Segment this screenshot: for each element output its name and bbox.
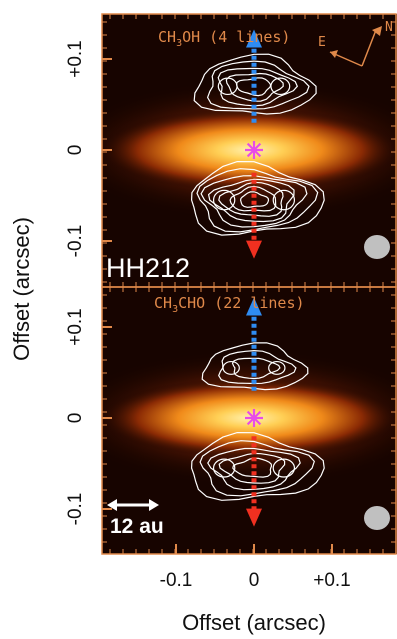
panel-frames <box>101 13 397 555</box>
contour-north-peak-1 <box>222 360 240 375</box>
contour-north-peak-1 <box>217 77 238 96</box>
contours-top <box>190 53 325 236</box>
contour-south-level-5 <box>232 457 273 478</box>
jets-bottom <box>245 297 263 527</box>
contour-north-level-1 <box>193 53 317 115</box>
scale-bar-right-arrowhead <box>149 499 159 511</box>
y-tick-label: -0.1 <box>65 225 86 258</box>
x-tick-label: +0.1 <box>313 570 351 591</box>
contour-north-level-4 <box>225 72 284 102</box>
contour-south-level-2 <box>199 440 315 497</box>
compass: E N <box>318 20 393 67</box>
y-tick-label: 0 <box>65 145 86 156</box>
contour-south-level-5 <box>218 181 284 217</box>
red-jet-arrowhead <box>246 508 262 527</box>
panel-bottom-molecule-label: CH3CHO (22 lines) <box>154 294 305 315</box>
contour-north-level-3 <box>231 357 281 380</box>
blue-jet-arrowhead <box>246 297 262 316</box>
y-tick-labels: +0.1 0 -0.1 +0.1 0 -0.1 <box>65 40 86 525</box>
contour-north-level-3 <box>217 67 299 107</box>
protostar-marker-stroke <box>246 410 262 426</box>
contour-south-peak-2 <box>272 189 296 211</box>
compass-north-line <box>361 29 377 67</box>
panel-bottom <box>102 287 397 554</box>
contour-north-peak-2 <box>268 360 286 375</box>
contour-north-level-2 <box>206 60 310 110</box>
scale-bar: 12 au <box>107 499 164 538</box>
x-tick-label: -0.1 <box>160 570 193 591</box>
compass-east-arrowhead <box>330 50 338 58</box>
source-label: HH212 <box>106 253 190 283</box>
x-tick-label: 0 <box>249 570 260 591</box>
blue-jet-arrowhead <box>246 29 262 48</box>
contours-bottom <box>190 342 325 501</box>
contour-south-level-2 <box>196 168 319 233</box>
contour-south-peak-1 <box>212 189 236 211</box>
contour-south-level-6 <box>229 185 277 212</box>
contour-south-level-4 <box>207 178 295 223</box>
contour-south-peak-2 <box>272 458 296 478</box>
contour-south-level-3 <box>200 175 308 228</box>
compass-north-arrowhead <box>372 26 382 36</box>
compass-north-label: N <box>385 20 393 35</box>
x-tick-labels: -0.1 0 +0.1 <box>160 570 351 591</box>
y-tick-label: +0.1 <box>65 40 86 78</box>
contour-south-level-1 <box>190 160 325 236</box>
red-jet-arrowhead <box>246 240 262 259</box>
contour-north-peak-2 <box>270 77 291 96</box>
panel-top-molecule-label: CH3OH (4 lines) <box>158 28 290 49</box>
panel-bottom-frame <box>101 286 397 555</box>
beam-bottom <box>364 506 390 530</box>
beam-top <box>364 235 390 259</box>
y-tick-label: 0 <box>65 413 86 424</box>
y-tick-label: +0.1 <box>65 308 86 346</box>
y-axis-title: Offset (arcsec) <box>9 217 34 361</box>
x-axis-title: Offset (arcsec) <box>182 610 326 635</box>
scale-bar-label: 12 au <box>110 515 164 538</box>
contour-south-peak-1 <box>212 458 236 478</box>
contour-south-level-1 <box>190 431 325 501</box>
contour-south-level-7 <box>239 191 270 208</box>
contour-south-level-3 <box>207 447 301 491</box>
compass-east-label: E <box>318 35 326 50</box>
jets-top <box>245 29 263 259</box>
contour-south-level-4 <box>218 452 286 484</box>
y-tick-label: -0.1 <box>65 493 86 526</box>
scale-bar-left-arrowhead <box>107 499 117 511</box>
contour-north-level-1 <box>201 342 309 391</box>
protostar-marker-stroke <box>246 142 262 158</box>
